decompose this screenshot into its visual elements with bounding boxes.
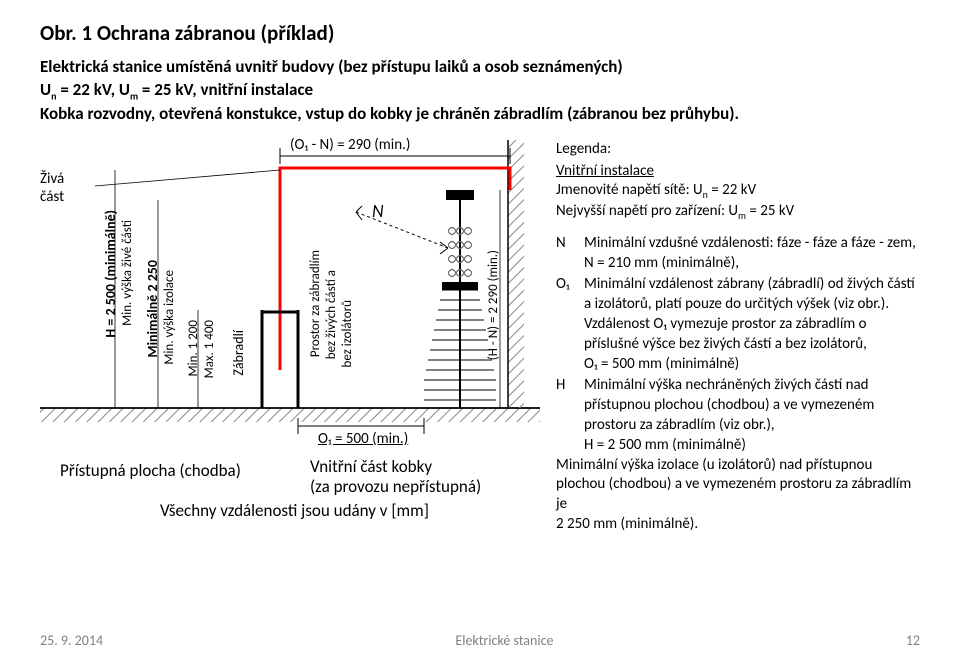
body: (O₁ - N) = 290 (min.) Živá část H = 2 50… xyxy=(40,140,920,535)
label-vnitrni2: (za provozu nepřístupná) xyxy=(310,476,481,497)
legend-O1-key: O₁ xyxy=(556,275,584,374)
label-min-2250: Minimálně 2 250 xyxy=(144,260,161,358)
label-all-dist: Všechny vzdálenosti jsou udány v [mm] xyxy=(160,500,429,521)
footer-page: 12 xyxy=(906,632,920,649)
label-min-vyska-izo: Min. výška izolace xyxy=(162,270,177,365)
legend-H-text: Minimální výška nechráněných živých část… xyxy=(584,376,920,455)
legend-nej: Nejvyšší napětí pro zařízení: Um = 25 kV xyxy=(556,202,920,222)
page: Obr. 1 Ochrana zábranou (příklad) Elektr… xyxy=(0,0,960,661)
figure-title: Obr. 1 Ochrana zábranou (příklad) xyxy=(40,20,920,46)
label-min-vyska-zive: Min. výška živé části xyxy=(120,220,135,326)
legend-N-key: N xyxy=(556,234,584,274)
label-ziva-cast: Živá část xyxy=(40,170,64,206)
label-max-1400: Max. 1 400 xyxy=(202,320,217,378)
label-vnitrni1: Vnitřní část kobky xyxy=(310,456,432,477)
legend-jm: Jmenovité napětí sítě: Un = 22 kV xyxy=(556,181,920,201)
footer-date: 25. 9. 2014 xyxy=(40,632,103,649)
legend-N-row: N Minimální vzdušné vzdálenosti: fáze - … xyxy=(556,234,920,274)
label-zabradli: Zábradlí xyxy=(230,330,247,376)
label-H: H = 2 500 (minimálně) xyxy=(102,210,119,338)
intro-line3: Kobka rozvodny, otevřená konstukce, vstu… xyxy=(40,103,920,126)
legend-H-key: H xyxy=(556,376,584,455)
label-min-1200: Min. 1 200 xyxy=(186,320,201,376)
label-N: N xyxy=(372,200,384,222)
label-HN: (H - N) = 2 290 (min.) xyxy=(486,250,501,360)
legend: Legenda: Vnitřní instalace Jmenovité nap… xyxy=(556,140,920,535)
legend-O1-text: Minimální vzdálenost zábrany (zábradlí) … xyxy=(584,275,920,374)
legend-N-text: Minimální vzdušné vzdálenosti: fáze - fá… xyxy=(584,234,920,274)
legend-tail: Minimální výška izolace (u izolátorů) na… xyxy=(556,456,920,535)
label-o1-n: (O₁ - N) = 290 (min.) xyxy=(290,136,410,154)
footer: 25. 9. 2014 Elektrické stanice 12 xyxy=(40,632,920,649)
diagram: (O₁ - N) = 290 (min.) Živá část H = 2 50… xyxy=(40,140,540,520)
intro-block: Elektrická stanice umístěná uvnitř budov… xyxy=(40,56,920,126)
label-pristupna: Přístupná plocha (chodba) xyxy=(60,460,241,481)
label-prostor3: bez izolátorů xyxy=(340,300,355,367)
intro-line1: Elektrická stanice umístěná uvnitř budov… xyxy=(40,56,920,79)
legend-title: Legenda: xyxy=(556,140,920,160)
legend-vi: Vnitřní instalace xyxy=(556,162,920,182)
label-o1-500: O₁ = 500 (min.) xyxy=(318,430,408,448)
footer-center: Elektrické stanice xyxy=(455,632,553,649)
legend-O1-row: O₁ Minimální vzdálenost zábrany (zábradl… xyxy=(556,275,920,374)
diagram-column: (O₁ - N) = 290 (min.) Živá část H = 2 50… xyxy=(40,140,540,535)
intro-line2: Un = 22 kV, Um = 25 kV, vnitřní instalac… xyxy=(40,79,920,103)
label-prostor2: bez živých částí a xyxy=(324,270,339,359)
label-prostor1: Prostor za zábradlím xyxy=(308,250,323,357)
legend-H-row: H Minimální výška nechráněných živých čá… xyxy=(556,376,920,455)
